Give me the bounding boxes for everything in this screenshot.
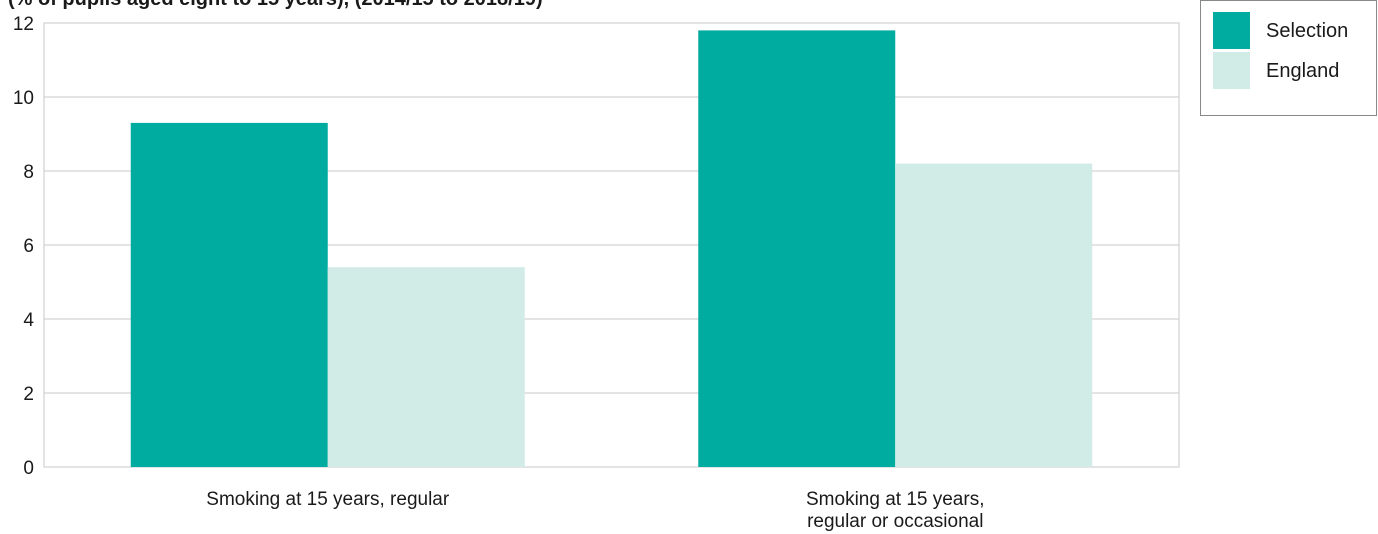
y-axis-ticks: 0 2 4 6 8 10 12 [13, 14, 35, 479]
y-tick-label: 4 [23, 310, 34, 331]
bar-england-2[interactable] [895, 163, 1093, 467]
bars [130, 30, 1093, 468]
y-tick-label: 12 [13, 14, 34, 35]
y-tick-label: 8 [23, 162, 34, 183]
y-tick-label: 10 [13, 88, 34, 109]
chart-title: (% of pupils aged eight to 15 years), (2… [8, 0, 543, 11]
bar-selection-1[interactable] [130, 122, 328, 468]
legend-swatch-selection [1213, 12, 1250, 49]
y-tick-label: 6 [23, 236, 34, 257]
legend-swatch-england [1213, 52, 1250, 89]
y-tick-label: 2 [23, 384, 34, 405]
plot-frame [43, 22, 1180, 468]
bar-england-1[interactable] [327, 267, 525, 467]
bar-selection-2[interactable] [698, 30, 896, 468]
x-axis-labels: Smoking at 15 years, regular Smoking at 1… [206, 489, 984, 532]
x-category-label: Smoking at 15 years, regular [206, 489, 450, 510]
y-tick-label: 0 [23, 458, 34, 479]
x-category-label: regular or occasional [807, 511, 983, 532]
legend-label-selection[interactable]: Selection [1266, 20, 1348, 42]
x-category-label: Smoking at 15 years, [806, 489, 984, 510]
legend[interactable]: Selection England [1200, 0, 1377, 116]
legend-label-england[interactable]: England [1266, 60, 1339, 82]
